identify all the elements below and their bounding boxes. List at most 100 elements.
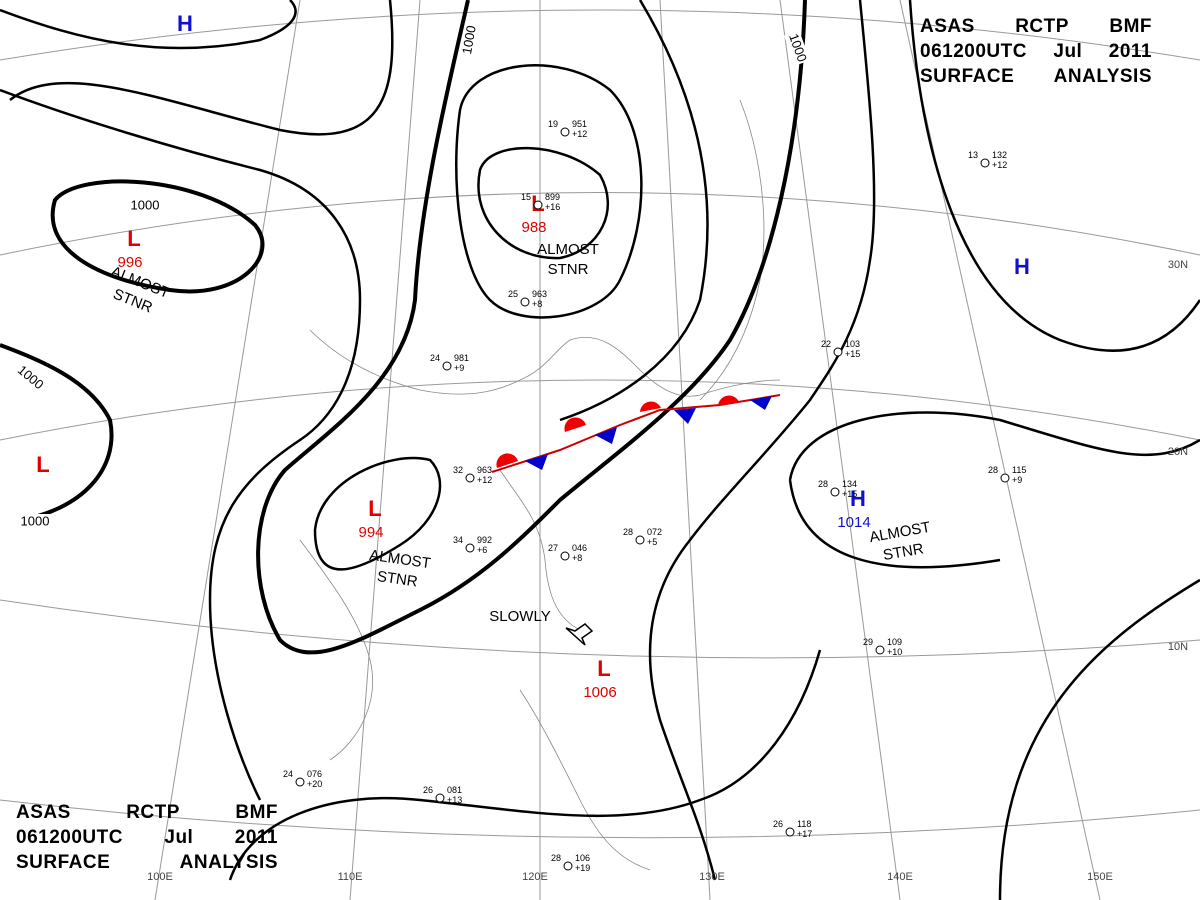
warm-symbol: [496, 453, 518, 468]
station-change: +12: [572, 129, 587, 139]
meridian: [349, 0, 421, 900]
isobar: [313, 456, 442, 571]
note: STNR: [882, 540, 925, 564]
coast: [499, 469, 581, 631]
station-pressure: 981: [454, 353, 469, 363]
header-line: SURFACE ANALYSIS: [16, 850, 278, 875]
station-change: +6: [477, 545, 487, 555]
isobar: [998, 578, 1200, 900]
isobar: [455, 64, 643, 319]
header-word: 061200UTC: [16, 827, 123, 848]
header-word: BMF: [1109, 16, 1152, 37]
isobar: [0, 88, 362, 801]
station-pressure: 134: [842, 479, 857, 489]
station-change: +8: [572, 553, 582, 563]
center-pressure: 996: [117, 254, 142, 271]
cold-symbol: [525, 454, 548, 470]
station-change: +20: [307, 779, 322, 789]
coastlines: [299, 99, 781, 871]
station-temp: 27: [548, 543, 558, 553]
cold-symbol: [595, 427, 617, 444]
note: STNR: [376, 568, 419, 591]
station-temp: 28: [623, 527, 633, 537]
header-word: 2011: [1108, 41, 1152, 62]
header-line: ASAS RCTP BMF: [920, 14, 1152, 39]
isobar: [559, 0, 709, 422]
station-change: +16: [545, 202, 560, 212]
station-temp: 34: [453, 535, 463, 545]
station-pressure: 109: [887, 637, 902, 647]
station-circle: [785, 827, 795, 837]
station-change: +8: [532, 299, 542, 309]
station-circle: [980, 158, 990, 168]
coast: [309, 329, 781, 397]
isobar-label: 1000: [21, 513, 50, 528]
center-pressure: 988: [521, 219, 546, 236]
station-pressure: 951: [572, 119, 587, 129]
station-temp: 28: [818, 479, 828, 489]
station-temp: 15: [521, 192, 531, 202]
cold-symbol: [674, 408, 696, 424]
header-word: SURFACE: [16, 852, 111, 873]
station-pressure: 963: [477, 465, 492, 475]
station-temp: 24: [430, 353, 440, 363]
warm-symbol: [640, 401, 661, 412]
isobar: [9, 0, 394, 136]
header-word: 061200UTC: [920, 41, 1027, 62]
header-bottom: ASAS RCTP BMF 061200UTC Jul 2011 SURFACE ANALYS…: [16, 800, 278, 875]
parallel: [0, 379, 1200, 441]
station-pressure: 072: [647, 527, 662, 537]
station-circle: [1000, 473, 1010, 483]
meridian: [779, 0, 901, 900]
header-word: ANALYSIS: [179, 852, 278, 873]
station-pressure: 132: [992, 150, 1007, 160]
header-word: SURFACE: [920, 66, 1015, 87]
label-bg: [19, 514, 51, 530]
note: SLOWLY: [489, 608, 550, 625]
station-pressure: 992: [477, 535, 492, 545]
station-circle: [435, 793, 445, 803]
station-pressure: 106: [575, 853, 590, 863]
station-circle: [520, 297, 530, 307]
header-line: 061200UTC Jul 2011: [16, 825, 278, 850]
warm-symbol: [564, 417, 586, 432]
center-symbol: H: [1014, 254, 1030, 279]
station-circle: [560, 127, 570, 137]
longitude-label: 130E: [699, 871, 725, 883]
meridian: [659, 0, 711, 900]
station-temp: 19: [548, 119, 558, 129]
center-symbol: L: [127, 226, 140, 251]
parallel: [0, 599, 1200, 659]
coast: [519, 689, 651, 871]
station-circle: [833, 347, 843, 357]
center-symbol: L: [368, 496, 381, 521]
isobar-label: 1000: [131, 197, 160, 212]
station-circle: [875, 645, 885, 655]
station-temp: 13: [968, 150, 978, 160]
isobar: [908, 0, 1200, 352]
longitude-label: 100E: [147, 871, 173, 883]
station-circle: [533, 200, 543, 210]
meridian: [899, 0, 1101, 900]
station-circle: [830, 487, 840, 497]
label-bg: [459, 22, 481, 58]
station-pressure: 899: [545, 192, 560, 202]
station-temp: 24: [283, 769, 293, 779]
station-temp: 28: [988, 465, 998, 475]
station-change: +9: [454, 363, 464, 373]
latitude-label: 20N: [1168, 446, 1188, 458]
station-temp: 26: [423, 785, 433, 795]
station-change: +12: [992, 160, 1007, 170]
center-symbol: L: [36, 452, 49, 477]
header-word: ASAS: [16, 802, 71, 823]
station-change: +12: [477, 475, 492, 485]
header-word: Jul: [164, 827, 194, 848]
isobar: [788, 411, 1200, 569]
label-bg: [129, 198, 161, 214]
station-pressure: 046: [572, 543, 587, 553]
station-pressure: 076: [307, 769, 322, 779]
center-pressure: 1006: [583, 684, 616, 701]
station-temp: 25: [508, 289, 518, 299]
